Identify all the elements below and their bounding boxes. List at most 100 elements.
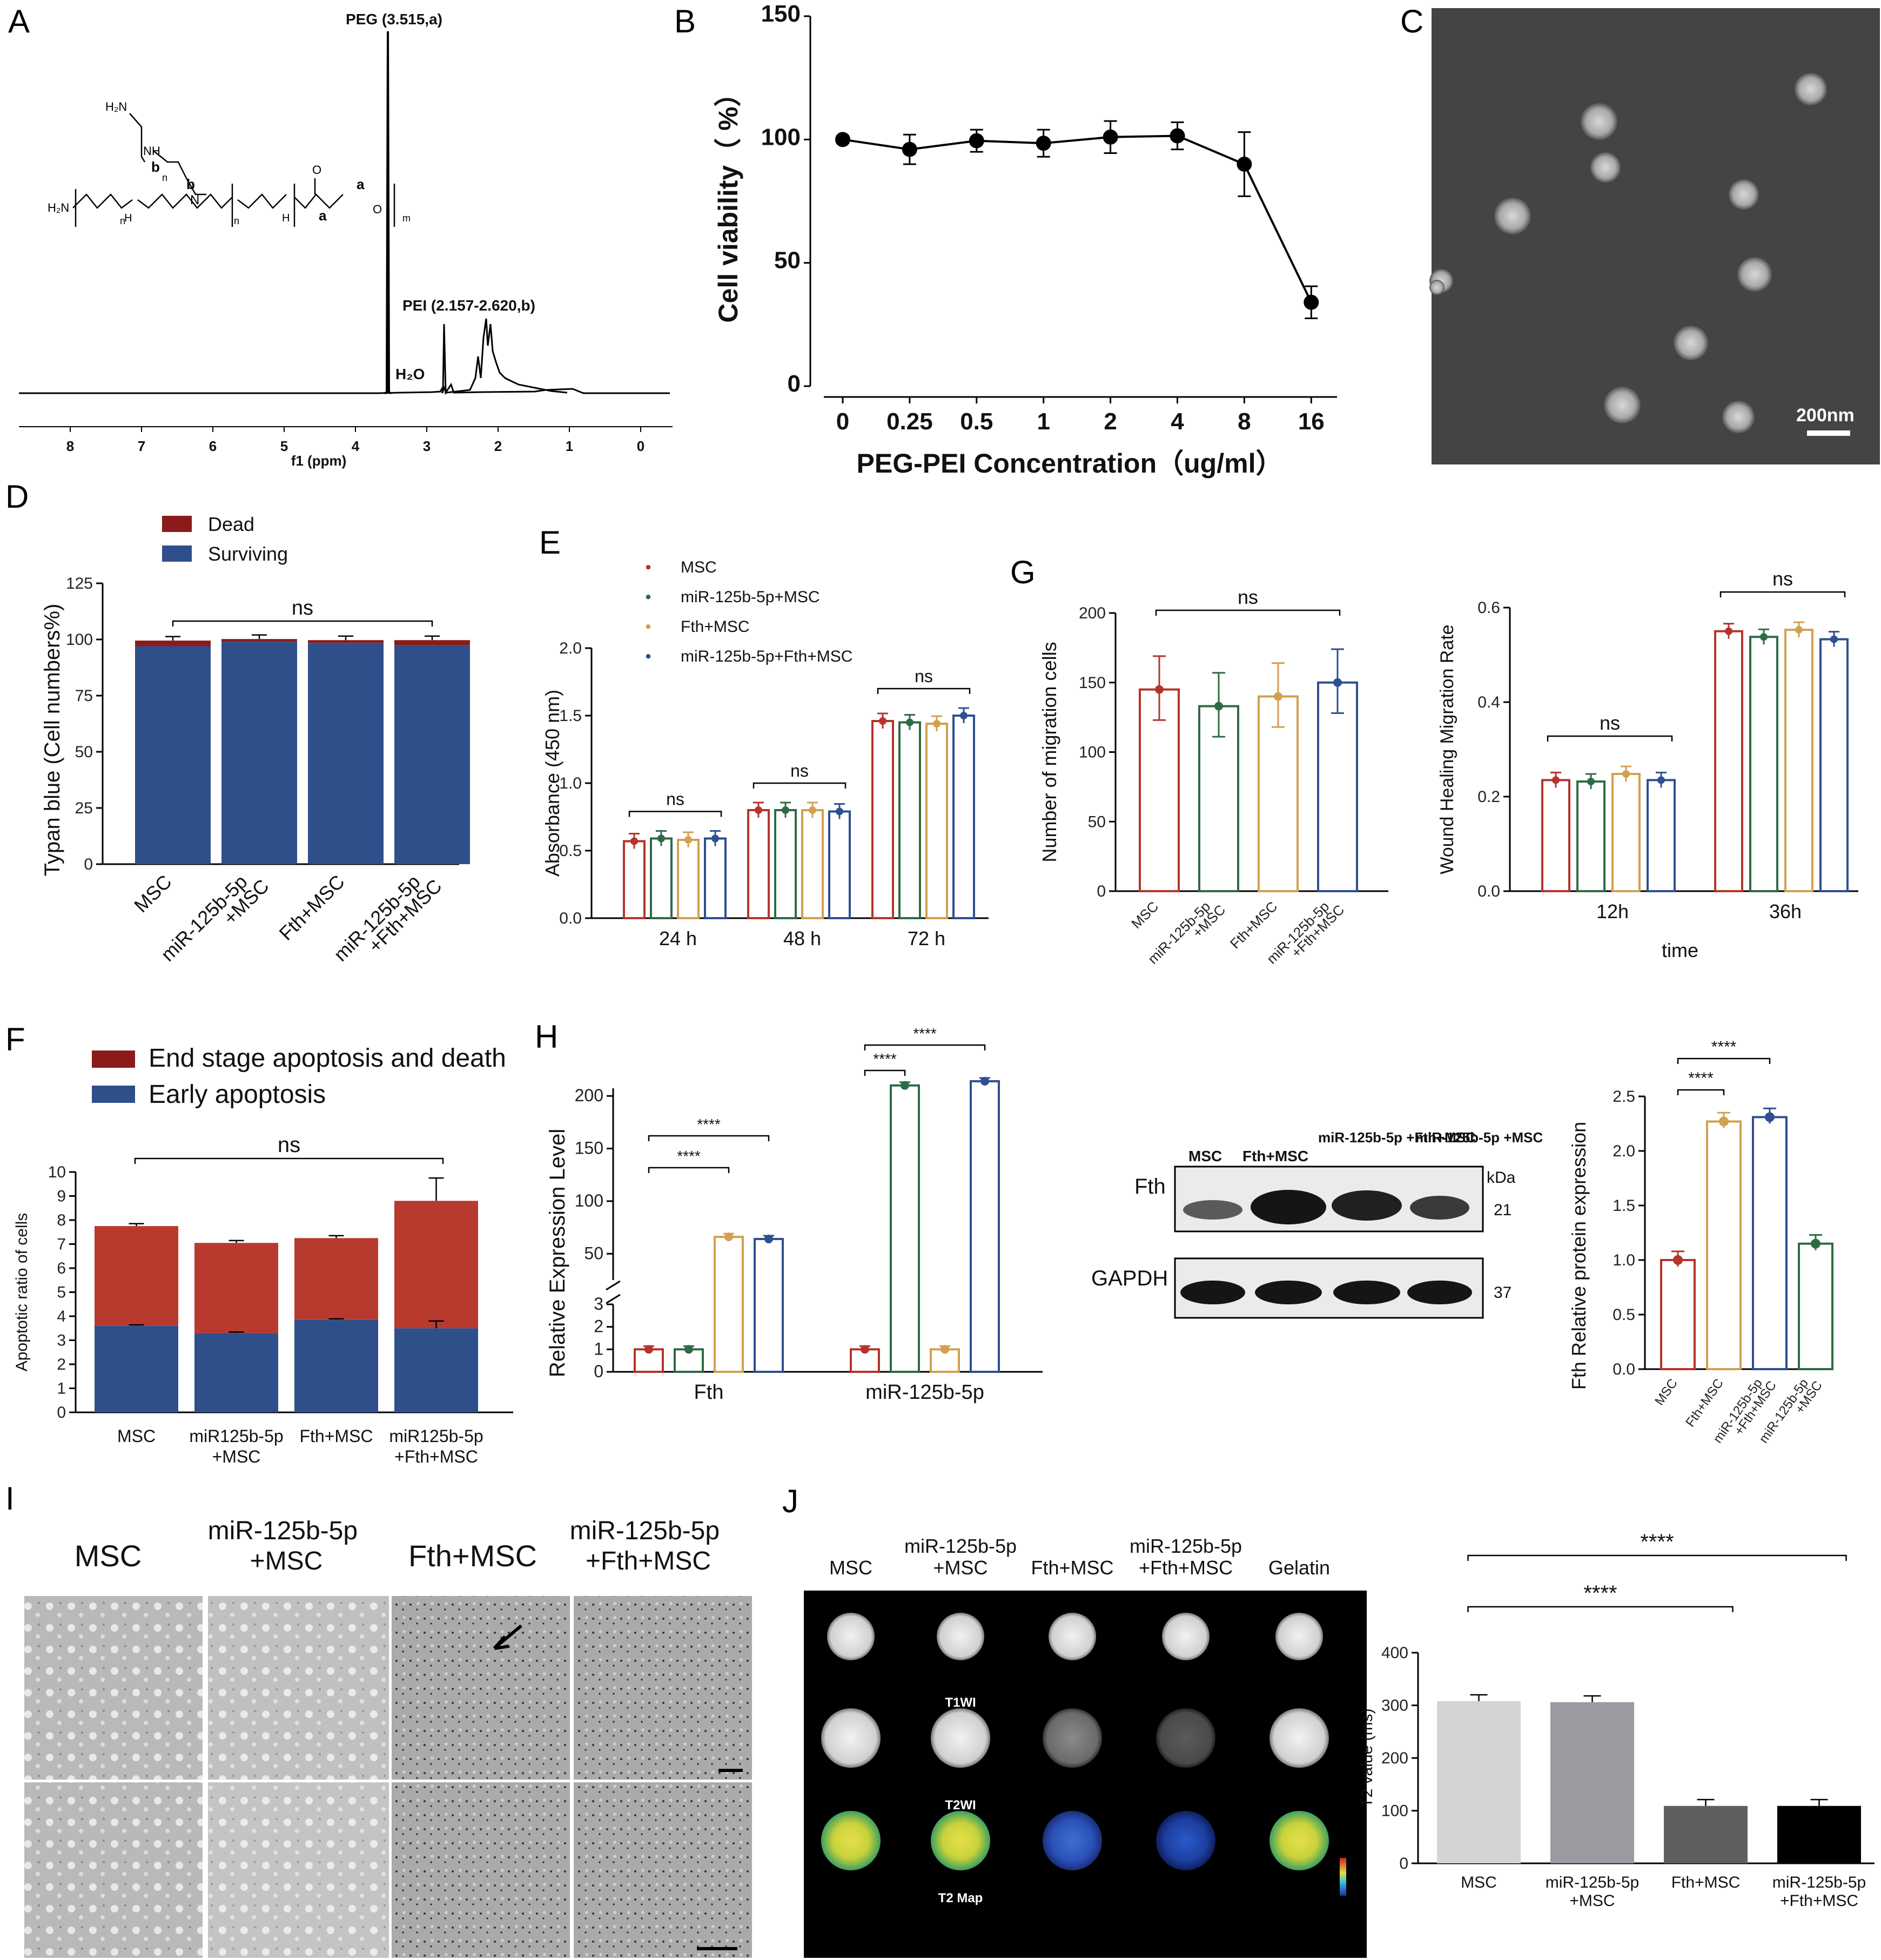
x-tick-label: 2 <box>1104 408 1117 435</box>
panel-letter-b: B <box>674 3 696 39</box>
mri-header: miR-125b-5p <box>904 1535 1017 1557</box>
y-tick-label: 10 <box>48 1163 66 1181</box>
mri-phantom <box>937 1613 984 1660</box>
nanoparticle <box>1581 103 1617 140</box>
y-tick-label: 0.5 <box>1613 1306 1635 1324</box>
structure-label-16: O <box>312 163 321 177</box>
g1-ns-bracket <box>1155 609 1341 616</box>
y-tick-label: 0 <box>788 371 801 397</box>
x-tick-label: +MSC <box>1569 1892 1615 1910</box>
y-tick-label: 50 <box>774 247 801 274</box>
panel-c-sem-image: 200nm <box>1429 8 1880 464</box>
data-dot <box>861 1345 869 1354</box>
nmr-tick-label: 6 <box>209 438 217 454</box>
tem-header-mir-fth-msc-line2: +Fth+MSC <box>586 1547 711 1575</box>
data-dot <box>657 834 665 843</box>
e-ns-bracket <box>877 688 971 694</box>
legend-label: Fth+MSC <box>681 618 750 636</box>
x-tick-label: 4 <box>1171 408 1184 435</box>
d-significance-bracket <box>172 620 433 627</box>
wb-lane-1: MSC <box>1188 1148 1222 1164</box>
x-tick-label: 0.5 <box>960 408 993 435</box>
panel-letter-d: D <box>5 479 29 515</box>
x-tick-label: miR-125b-5p <box>1772 1874 1866 1891</box>
x-axis-label: time <box>1662 939 1698 961</box>
bar <box>650 837 673 919</box>
nanoparticle <box>1604 387 1641 423</box>
bar-dead <box>221 639 297 642</box>
bar <box>1576 780 1605 892</box>
bar <box>704 837 727 919</box>
y-tick-label: 100 <box>66 631 93 649</box>
legend-label: MSC <box>681 558 717 576</box>
wb-lane-4-text: miR-125b-5p +MSC <box>1415 1129 1543 1146</box>
y-tick-label: 3 <box>594 1294 603 1314</box>
x-tick-label: 0 <box>836 408 849 435</box>
wb-lane-3: miR-125b-5p +Fth+MSC <box>1318 1129 1476 1146</box>
bar-early-apoptosis <box>95 1325 178 1412</box>
y-axis-label: Absorbance (450 nm) <box>541 690 563 877</box>
y-tick-label: 1 <box>594 1339 603 1358</box>
data-dot <box>711 834 719 843</box>
bar <box>1611 773 1641 892</box>
y-tick-label: 4 <box>57 1308 66 1325</box>
x-tick-label: Fth+MSC <box>1227 898 1280 952</box>
error-bar <box>129 1223 144 1227</box>
data-dot <box>1795 626 1803 634</box>
data-dot <box>782 806 789 814</box>
mri-phantom <box>1049 1613 1096 1660</box>
y-tick-label: 0 <box>1097 883 1106 900</box>
y-tick-label: 5 <box>57 1284 66 1302</box>
y-tick-label: 1.5 <box>1613 1197 1635 1215</box>
band-fth-mir-msc <box>1410 1196 1469 1220</box>
y-tick-label: 100 <box>575 1191 603 1210</box>
panel-g-migration-chart: 050100150200MSCmiR-125b-5p+MSCFth+MSCmiR… <box>1038 586 1388 967</box>
panel-letter-g: G <box>1010 554 1036 590</box>
d-significance-label: ns <box>292 597 313 619</box>
tem-header-mir-msc: miR-125b-5p +MSC <box>208 1517 365 1575</box>
y-axis-label: Apoptotic ratio of cells <box>13 1213 31 1371</box>
data-dot <box>1333 678 1342 687</box>
tem-fth-top <box>392 1596 570 1780</box>
x-tick-label: Fth+MSC <box>299 1426 373 1446</box>
nmr-peg-label: PEG (3.515,a) <box>346 11 442 28</box>
data-dot <box>1274 692 1282 701</box>
band-gapdh-2 <box>1255 1281 1322 1304</box>
legend-swatch-early <box>92 1086 135 1103</box>
bar <box>1664 1806 1748 1863</box>
bar-early-apoptosis <box>294 1319 378 1412</box>
y-tick-label: 0 <box>594 1362 603 1381</box>
nanoparticle <box>1737 257 1772 292</box>
bar <box>970 1080 1000 1373</box>
mri-phantoms <box>821 1613 1329 1870</box>
y-tick-label: 0 <box>84 856 93 873</box>
nmr-xlabel: f1 (ppm) <box>291 453 347 469</box>
tem-msc-bottom <box>24 1782 203 1958</box>
x-tick-label: Fth+MSC <box>1671 1874 1741 1891</box>
bar-end-stage <box>194 1243 278 1333</box>
bar-dead <box>394 640 470 645</box>
error-bar <box>425 635 440 641</box>
y-tick-label: 1 <box>57 1380 66 1398</box>
wb-lane-4: miR-125b-5p +MSC <box>1415 1129 1543 1146</box>
mri-phantom <box>1269 1811 1329 1870</box>
legend-label: miR-125b-5p+Fth+MSC <box>681 648 852 665</box>
data-dot <box>933 720 941 728</box>
x-tick-label: Fth <box>694 1381 724 1404</box>
bar-surviving <box>135 646 211 864</box>
x-tick-label: 36h <box>1769 900 1802 922</box>
bar <box>677 839 700 919</box>
data-dot <box>684 1345 693 1354</box>
wb-kda-21: 21 <box>1494 1201 1511 1219</box>
legend-surviving: Surviving <box>208 543 288 565</box>
structure-label-13: n <box>120 215 125 226</box>
data-dot <box>980 1076 989 1086</box>
y-axis-label: Relative Expression Level <box>546 1129 569 1377</box>
j-sig-2-label: **** <box>1640 1530 1674 1554</box>
band-fth-fth-msc <box>1251 1190 1326 1224</box>
axis-break <box>606 1280 621 1304</box>
nmr-pei-label: PEI (2.157-2.620,b) <box>402 297 535 314</box>
wb-kda-37: 37 <box>1494 1284 1511 1302</box>
bar <box>1798 1242 1833 1370</box>
